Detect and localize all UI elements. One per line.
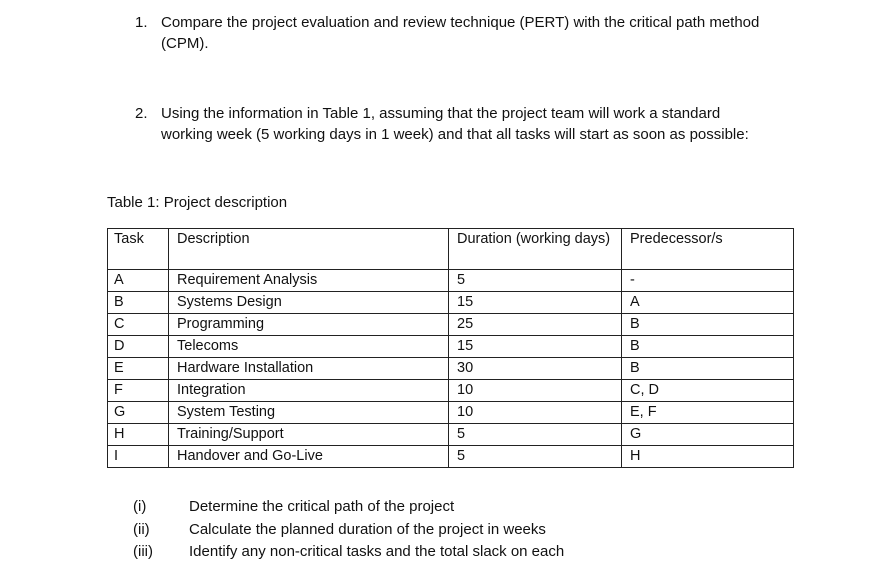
cell-task: I (107, 445, 169, 468)
cell-predecessors: E, F (621, 401, 794, 424)
cell-description: Integration (168, 379, 449, 402)
cell-description: Systems Design (168, 291, 449, 314)
subquestion-text: Identify any non-critical tasks and the … (189, 543, 565, 560)
cell-description: Training/Support (168, 423, 449, 446)
table-row: D Telecoms 15 B (107, 335, 794, 358)
cell-task: F (107, 379, 169, 402)
cell-duration: 5 (448, 269, 622, 292)
cell-duration: 10 (448, 379, 622, 402)
cell-description: Hardware Installation (168, 357, 449, 380)
cell-predecessors: G (621, 423, 794, 446)
table-row: C Programming 25 B (107, 313, 794, 336)
cell-description: System Testing (168, 401, 449, 424)
cell-predecessors: H (621, 445, 794, 468)
table-header-row: Task Description Duration (working days)… (107, 228, 794, 270)
cell-description: Handover and Go-Live (168, 445, 449, 468)
cell-predecessors: B (621, 357, 794, 380)
table-row: E Hardware Installation 30 B (107, 357, 794, 380)
subquestion-number: (iii) (133, 543, 153, 560)
cell-duration: 15 (448, 291, 622, 314)
question-text: Compare the project evaluation and revie… (161, 14, 760, 52)
cell-task: B (107, 291, 169, 314)
subquestion-text: Calculate the planned duration of the pr… (189, 520, 546, 538)
table-caption: Table 1: Project description (107, 194, 288, 211)
table-row: F Integration 10 C, D (107, 379, 794, 402)
cell-duration: 15 (448, 335, 622, 358)
cell-task: C (107, 313, 169, 336)
subquestion-list: (i) Determine the critical path of the pr… (133, 496, 633, 564)
subquestion-number: (ii) (133, 520, 150, 538)
table-row: H Training/Support 5 G (107, 423, 794, 446)
cell-description: Telecoms (168, 335, 449, 358)
cell-duration: 5 (448, 445, 622, 468)
question-number: 1. (135, 14, 148, 31)
cell-predecessors: C, D (621, 379, 794, 402)
cell-duration: 30 (448, 357, 622, 380)
table-row: B Systems Design 15 A (107, 291, 794, 314)
project-table: Task Description Duration (working days)… (107, 228, 794, 468)
cell-predecessors: B (621, 313, 794, 336)
cell-duration: 10 (448, 401, 622, 424)
cell-task: D (107, 335, 169, 358)
header-predecessors: Predecessor/s (621, 228, 794, 270)
subquestion-number: (i) (133, 498, 147, 515)
subquestion: (iii) Identify any non-critical tasks and… (133, 541, 633, 564)
table-row: A Requirement Analysis 5- (107, 269, 794, 292)
cell-duration: 25 (448, 313, 622, 336)
cell-task: H (107, 423, 169, 446)
subquestion: (ii) Calculate the planned duration of th… (133, 519, 633, 542)
table-row: I Handover and Go-Live 5 H (107, 445, 794, 468)
cell-predecessors: A (621, 291, 794, 314)
subquestion: (i) Determine the critical path of the pr… (133, 496, 633, 519)
question-text: Using the information in Table 1, assumi… (161, 105, 749, 143)
cell-task: A (107, 269, 169, 292)
table-row: G System Testing 10 E, F (107, 401, 794, 424)
cell-task: E (107, 357, 169, 380)
cell-description: Requirement Analysis (168, 269, 449, 292)
cell-duration: 5 (448, 423, 622, 446)
header-task: Task (107, 228, 169, 270)
header-description: Description (168, 228, 449, 270)
subquestion-text: Determine the critical path of the proje… (189, 498, 455, 515)
cell-predecessors: B (621, 335, 794, 358)
cell-task: G (107, 401, 169, 424)
header-duration: Duration (working days) (448, 228, 622, 270)
cell-predecessors: - (621, 269, 794, 292)
question-number: 2. (135, 105, 148, 122)
cell-description: Programming (168, 313, 449, 336)
